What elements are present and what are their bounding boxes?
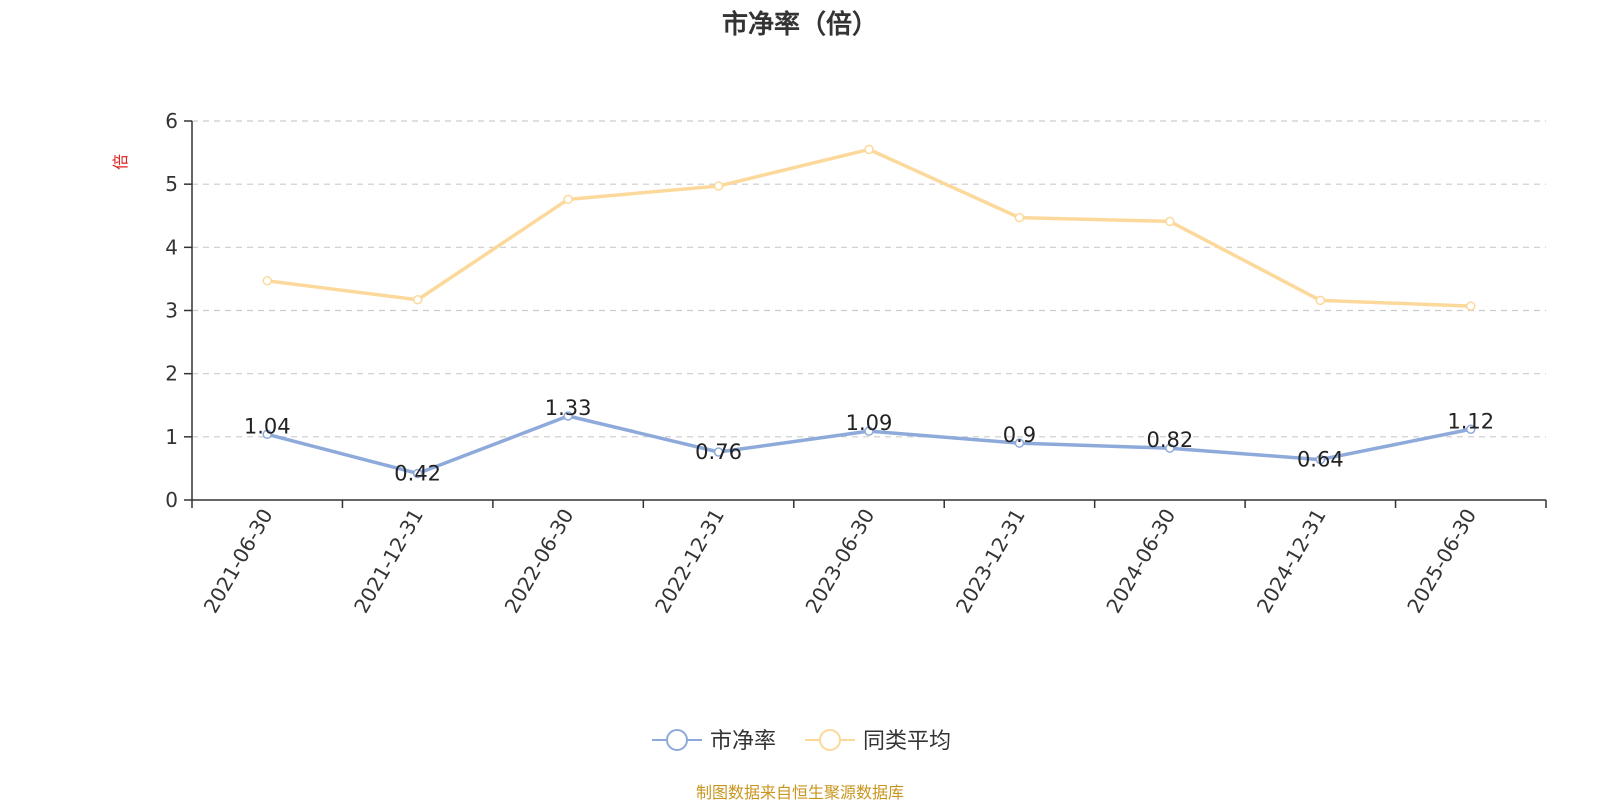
data-point bbox=[1466, 424, 1476, 435]
y-tick-label: 5 bbox=[165, 172, 178, 196]
data-source-note: 制图数据来自恒生聚源数据库 bbox=[695, 783, 904, 802]
data-point bbox=[262, 276, 272, 286]
data-point bbox=[1165, 216, 1175, 227]
data-point bbox=[1165, 443, 1175, 453]
data-point bbox=[1315, 295, 1326, 306]
legend-marker bbox=[819, 729, 841, 751]
data-label: 0.76 bbox=[695, 440, 742, 464]
data-point bbox=[563, 194, 573, 205]
data-point bbox=[864, 426, 874, 436]
x-tick-label: 2024-12-31 bbox=[1252, 505, 1331, 618]
legend-label: 同类平均 bbox=[863, 729, 951, 754]
chart-title: 市净率（倍） bbox=[721, 10, 878, 40]
x-tick-label: 2022-06-30 bbox=[500, 505, 579, 618]
legend-label: 市净率 bbox=[710, 729, 776, 754]
data-point bbox=[864, 144, 874, 155]
x-tick-label: 2025-06-30 bbox=[1402, 505, 1481, 618]
data-label: 1.33 bbox=[545, 396, 592, 420]
y-tick-label: 6 bbox=[165, 109, 178, 133]
data-label: 0.9 bbox=[1003, 423, 1036, 447]
data-point bbox=[262, 429, 272, 440]
data-label: 0.64 bbox=[1297, 448, 1344, 472]
data-point bbox=[1315, 454, 1326, 465]
data-point bbox=[713, 447, 724, 457]
y-axis-label: 倍 bbox=[111, 154, 130, 170]
x-tick-label: 2021-06-30 bbox=[199, 505, 278, 618]
x-tick-label: 2023-06-30 bbox=[800, 505, 879, 618]
data-point bbox=[1014, 212, 1025, 223]
data-point bbox=[412, 295, 423, 305]
y-tick-label: 2 bbox=[165, 362, 178, 386]
data-label: 0.82 bbox=[1147, 428, 1194, 452]
series-line-1 bbox=[267, 147, 1471, 308]
data-point bbox=[563, 411, 573, 421]
data-label: 1.12 bbox=[1447, 409, 1494, 433]
data-label: 1.04 bbox=[244, 414, 291, 438]
x-tick-label: 2021-12-31 bbox=[349, 505, 428, 618]
y-tick-label: 3 bbox=[165, 299, 178, 323]
y-tick-label: 1 bbox=[165, 425, 178, 449]
y-tick-label: 0 bbox=[165, 488, 178, 512]
data-point bbox=[713, 181, 724, 191]
y-tick-label: 4 bbox=[165, 235, 178, 259]
data-point bbox=[1014, 438, 1025, 448]
data-point bbox=[1466, 301, 1476, 311]
x-tick-label: 2022-12-31 bbox=[650, 505, 729, 618]
data-label: 1.09 bbox=[846, 411, 893, 435]
legend-marker bbox=[666, 729, 688, 751]
data-point bbox=[412, 468, 423, 479]
x-tick-label: 2023-12-31 bbox=[951, 505, 1030, 618]
x-tick-label: 2024-06-30 bbox=[1101, 505, 1180, 618]
data-label: 0.42 bbox=[394, 461, 441, 485]
